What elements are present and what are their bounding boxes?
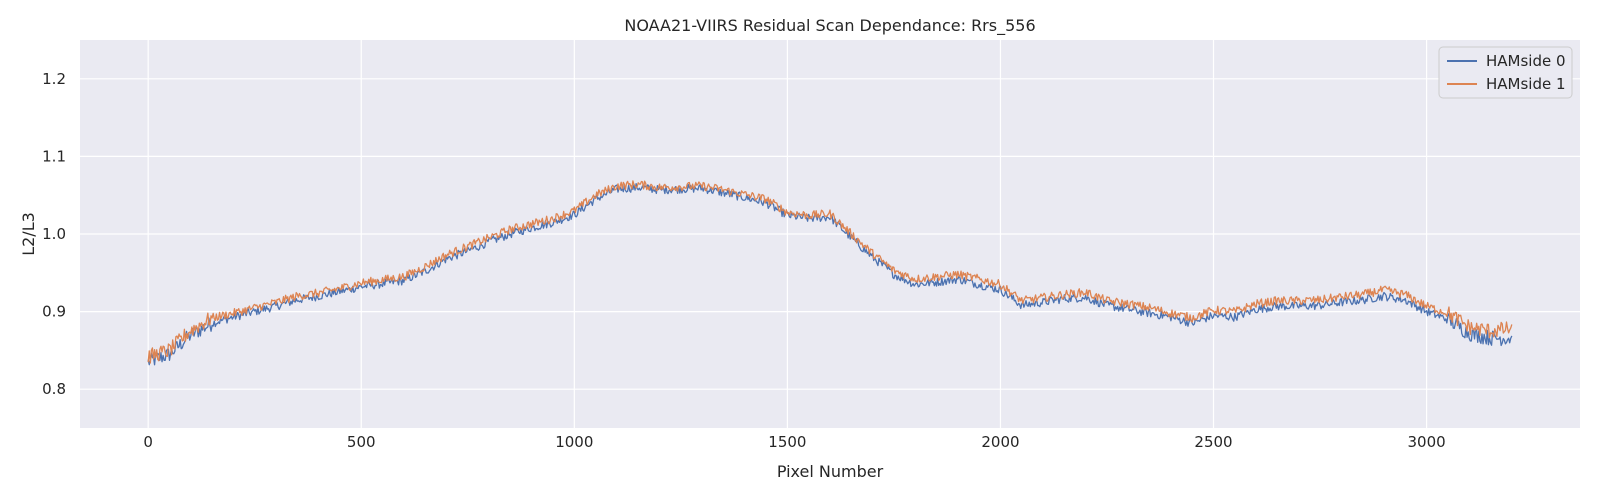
y-tick-label: 1.0 [42, 225, 66, 243]
y-tick-label: 0.9 [42, 303, 66, 321]
y-axis-label: L2/L3 [19, 212, 38, 256]
y-tick-label: 0.8 [42, 380, 66, 398]
legend-label-hamside-0: HAMside 0 [1486, 52, 1566, 70]
x-tick-label: 0 [143, 433, 153, 451]
legend-box [1438, 46, 1573, 99]
grid [80, 40, 1580, 428]
series-line-hamside-0 [147, 183, 1513, 366]
y-tick-labels: 0.8 0.9 1.0 1.1 1.2 [42, 70, 66, 398]
x-tick-label: 2500 [1194, 433, 1232, 451]
x-axis-label: Pixel Number [777, 462, 884, 481]
x-tick-label: 2000 [981, 433, 1019, 451]
x-tick-label: 1500 [768, 433, 806, 451]
series-layer [147, 180, 1513, 366]
chart-title: NOAA21-VIIRS Residual Scan Dependance: R… [624, 16, 1035, 36]
x-tick-labels: 0 500 1000 1500 2000 2500 3000 [143, 433, 1445, 451]
x-tick-label: 500 [347, 433, 376, 451]
legend-label-hamside-1: HAMside 1 [1486, 75, 1566, 93]
x-tick-label: 3000 [1407, 433, 1445, 451]
y-tick-label: 1.2 [42, 70, 66, 88]
legend: HAMside 0 HAMside 1 [1438, 46, 1573, 99]
y-tick-label: 1.1 [42, 147, 66, 165]
series-line-hamside-1 [147, 180, 1513, 364]
x-tick-label: 1000 [555, 433, 593, 451]
